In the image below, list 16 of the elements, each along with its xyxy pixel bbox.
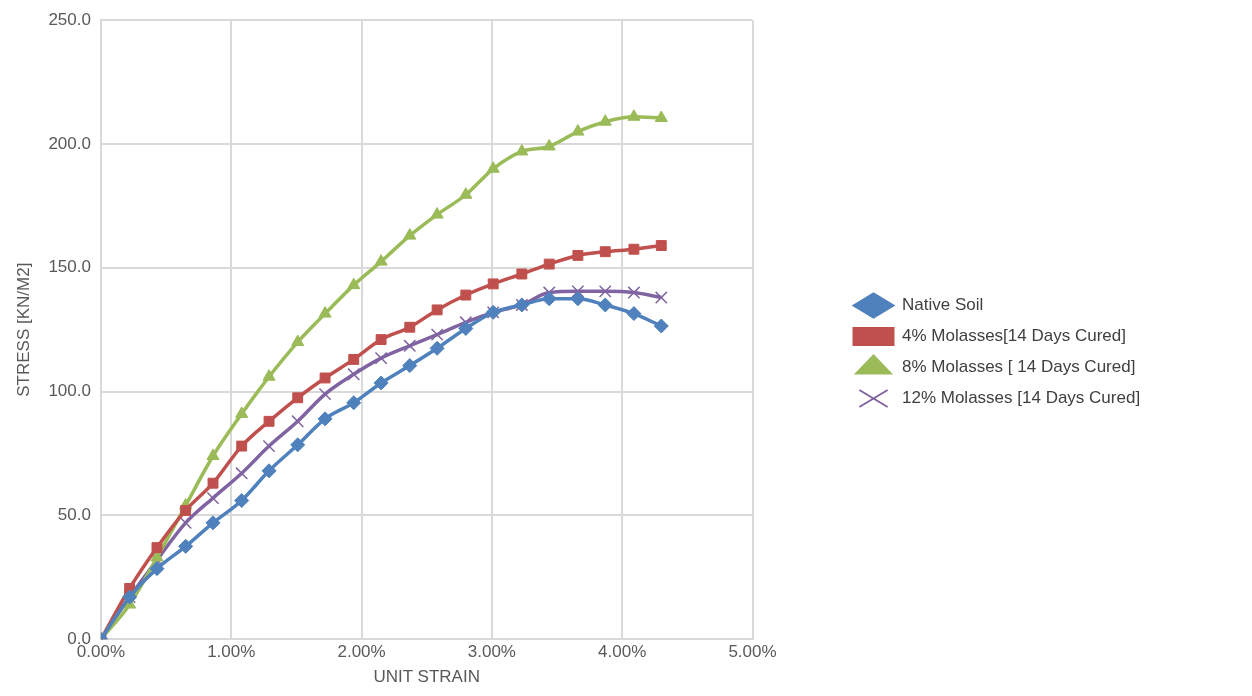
y-tick-label: 250.0 bbox=[48, 9, 91, 29]
legend-label: 4% Molasses[14 Days Cured] bbox=[902, 326, 1126, 346]
x-tick-label: 2.00% bbox=[337, 642, 386, 662]
y-tick-label: 100.0 bbox=[48, 381, 91, 401]
y-axis-title: STRESS [KN/M2] bbox=[13, 262, 33, 397]
legend-label: Native Soil bbox=[902, 295, 984, 315]
x-axis-title: UNIT STRAIN bbox=[373, 667, 480, 687]
legend-label: 8% Molasses [ 14 Days Cured] bbox=[902, 357, 1136, 377]
x-tick-label: 1.00% bbox=[207, 642, 256, 662]
legend-label: 12% Molasses [14 Days Cured] bbox=[902, 388, 1141, 408]
x-tick-label: 5.00% bbox=[728, 642, 777, 662]
x-tick-label: 3.00% bbox=[467, 642, 516, 662]
y-tick-label: 50.0 bbox=[57, 505, 91, 525]
x-tick-label: 4.00% bbox=[598, 642, 647, 662]
y-tick-label: 150.0 bbox=[48, 257, 91, 277]
y-tick-label: 200.0 bbox=[48, 133, 91, 153]
